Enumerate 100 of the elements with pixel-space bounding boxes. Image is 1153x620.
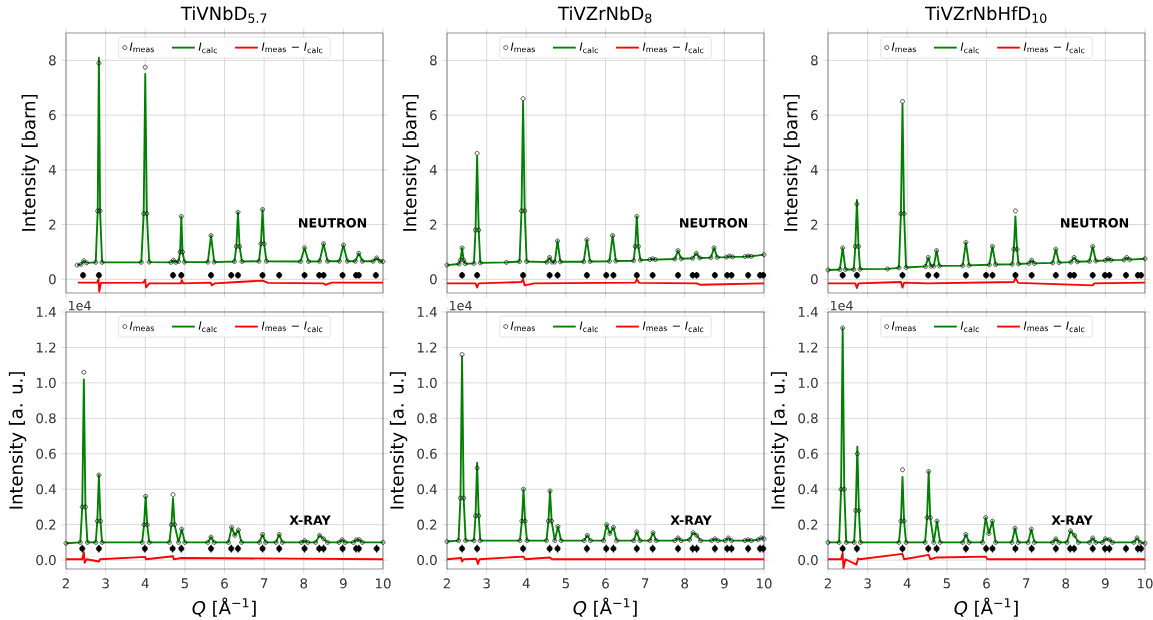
text: 1e4 bbox=[450, 300, 472, 311]
x-tick-label: 4 bbox=[522, 578, 530, 589]
legend-label: I$_{meas}$ − I$_{calc}$ bbox=[1023, 321, 1085, 333]
x-tick-label: 10 bbox=[756, 578, 772, 589]
x-axis-title: Q [Å$^{−1}$] bbox=[192, 597, 256, 617]
legend-label: I$_{calc}$ bbox=[579, 321, 598, 333]
y-tick-label: 0 bbox=[430, 274, 437, 285]
y-tick-label: 6 bbox=[430, 110, 437, 121]
x-tick-label: 9 bbox=[720, 578, 728, 589]
y-tick-label: 1.0 bbox=[798, 377, 818, 388]
legend-label: I$_{meas}$ − I$_{calc}$ bbox=[642, 42, 704, 54]
x-tick-label: 10 bbox=[375, 578, 391, 589]
x-tick-label: 8 bbox=[300, 578, 308, 589]
x-tick-label: 7 bbox=[1022, 578, 1030, 589]
y-tick-label: 2 bbox=[811, 219, 818, 230]
x-axis-title: Q [Å$^{−1}$] bbox=[954, 597, 1018, 617]
text: 1e4 bbox=[831, 300, 853, 311]
x-axis-title: Q [Å$^{−1}$] bbox=[573, 597, 637, 617]
legend-label: I$_{meas}$ − I$_{calc}$ bbox=[642, 321, 704, 333]
legend-label: I$_{meas}$ bbox=[891, 321, 916, 332]
chart-title: TiVZrNbHfD$_{10}$ bbox=[925, 6, 1047, 23]
y-tick-label: 0.2 bbox=[798, 519, 818, 530]
y-tick-label: 2 bbox=[430, 219, 437, 230]
y-tick-label: 0.8 bbox=[417, 413, 437, 424]
y-tick-label: 2 bbox=[49, 219, 56, 230]
y-tick-label: 0.6 bbox=[417, 448, 437, 459]
x-tick-label: 9 bbox=[339, 578, 347, 589]
legend-label: I$_{calc}$ bbox=[960, 321, 979, 333]
y-tick-label: 0.2 bbox=[417, 519, 437, 530]
annotation: X-RAY bbox=[1051, 515, 1093, 525]
y-tick-label: 0.0 bbox=[36, 555, 56, 566]
annotation: X-RAY bbox=[670, 515, 712, 525]
legend-label: I$_{meas}$ − I$_{calc}$ bbox=[261, 42, 323, 54]
x-tick-label: 8 bbox=[681, 578, 689, 589]
y-tick-label: 1.4 bbox=[417, 307, 437, 317]
x-tick-label: 5 bbox=[562, 578, 569, 589]
y-axis-title: Intensity [barn] bbox=[402, 94, 420, 231]
y-axis-title: Intensity [barn] bbox=[783, 94, 801, 231]
y-tick-label: 8 bbox=[49, 55, 56, 66]
annotation: NEUTRON bbox=[1061, 217, 1129, 228]
legend-label: I$_{calc}$ bbox=[198, 42, 217, 54]
y-tick-label: 1.2 bbox=[417, 342, 437, 353]
x-tick-label: 2 bbox=[443, 578, 450, 589]
y-tick-label: 1.0 bbox=[417, 377, 437, 388]
y-tick-label: 0.8 bbox=[36, 413, 56, 424]
y-tick-label: 1.4 bbox=[36, 307, 56, 317]
y-axis-title: Intensity [a. u.] bbox=[770, 372, 789, 509]
y-tick-label: 0 bbox=[49, 274, 56, 285]
legend-label: I$_{meas}$ bbox=[510, 321, 535, 332]
y-tick-label: 0.2 bbox=[36, 519, 56, 530]
y-tick-label: 8 bbox=[430, 55, 437, 66]
y-tick-label: 0.6 bbox=[36, 448, 56, 459]
y-tick-label: 1.4 bbox=[798, 307, 818, 317]
x-tick-label: 8 bbox=[1062, 578, 1070, 589]
legend-label: I$_{calc}$ bbox=[579, 42, 598, 54]
annotation: X-RAY bbox=[289, 515, 331, 525]
y-tick-label: 0 bbox=[811, 274, 818, 285]
x-tick-label: 2 bbox=[62, 578, 69, 589]
legend-label: I$_{calc}$ bbox=[960, 42, 979, 54]
y-tick-label: 0.0 bbox=[417, 555, 437, 566]
y-tick-label: 1.2 bbox=[36, 342, 56, 353]
x-tick-label: 7 bbox=[641, 578, 649, 589]
y-tick-label: 4 bbox=[810, 164, 818, 175]
legend-label: I$_{meas}$ bbox=[129, 321, 154, 332]
y-tick-label: 0.4 bbox=[798, 484, 818, 495]
legend-label: I$_{meas}$ − I$_{calc}$ bbox=[261, 321, 323, 333]
y-tick-label: 1.0 bbox=[36, 377, 56, 388]
chart-title: TiVZrNbD$_{8}$ bbox=[557, 6, 652, 23]
legend-label: I$_{meas}$ bbox=[891, 42, 916, 53]
legend-label: I$_{meas}$ − I$_{calc}$ bbox=[1023, 42, 1085, 54]
y-axis-title: Intensity [barn] bbox=[21, 94, 39, 231]
x-tick-label: 6 bbox=[983, 578, 990, 589]
y-tick-label: 4 bbox=[48, 164, 56, 175]
y-tick-label: 1.2 bbox=[798, 342, 818, 353]
y-tick-label: 0.4 bbox=[36, 484, 56, 495]
y-tick-label: 6 bbox=[811, 110, 818, 121]
y-axis-title: Intensity [a. u.] bbox=[389, 372, 408, 509]
x-tick-label: 3 bbox=[864, 578, 871, 589]
legend-label: I$_{meas}$ bbox=[510, 42, 535, 53]
y-tick-label: 0.8 bbox=[798, 413, 818, 424]
annotation: NEUTRON bbox=[680, 217, 748, 228]
legend-label: I$_{calc}$ bbox=[198, 321, 217, 333]
x-tick-label: 3 bbox=[102, 578, 109, 589]
x-tick-label: 7 bbox=[260, 578, 268, 589]
y-axis-title: Intensity [a. u.] bbox=[8, 372, 27, 509]
legend-label: I$_{meas}$ bbox=[129, 42, 154, 53]
text: 1e4 bbox=[69, 300, 91, 311]
x-tick-label: 2 bbox=[824, 578, 831, 589]
x-tick-label: 3 bbox=[483, 578, 490, 589]
y-tick-label: 0.4 bbox=[417, 484, 437, 495]
y-tick-label: 0.6 bbox=[798, 448, 818, 459]
y-tick-label: 8 bbox=[811, 55, 818, 66]
chart-title: TiVNbD$_{5.7}$ bbox=[180, 6, 267, 23]
y-tick-label: 4 bbox=[429, 164, 437, 175]
x-tick-label: 5 bbox=[943, 578, 950, 589]
x-tick-label: 6 bbox=[221, 578, 228, 589]
x-tick-label: 5 bbox=[181, 578, 188, 589]
x-tick-label: 10 bbox=[1137, 578, 1153, 589]
annotation: NEUTRON bbox=[299, 217, 367, 228]
y-tick-label: 6 bbox=[49, 110, 56, 121]
